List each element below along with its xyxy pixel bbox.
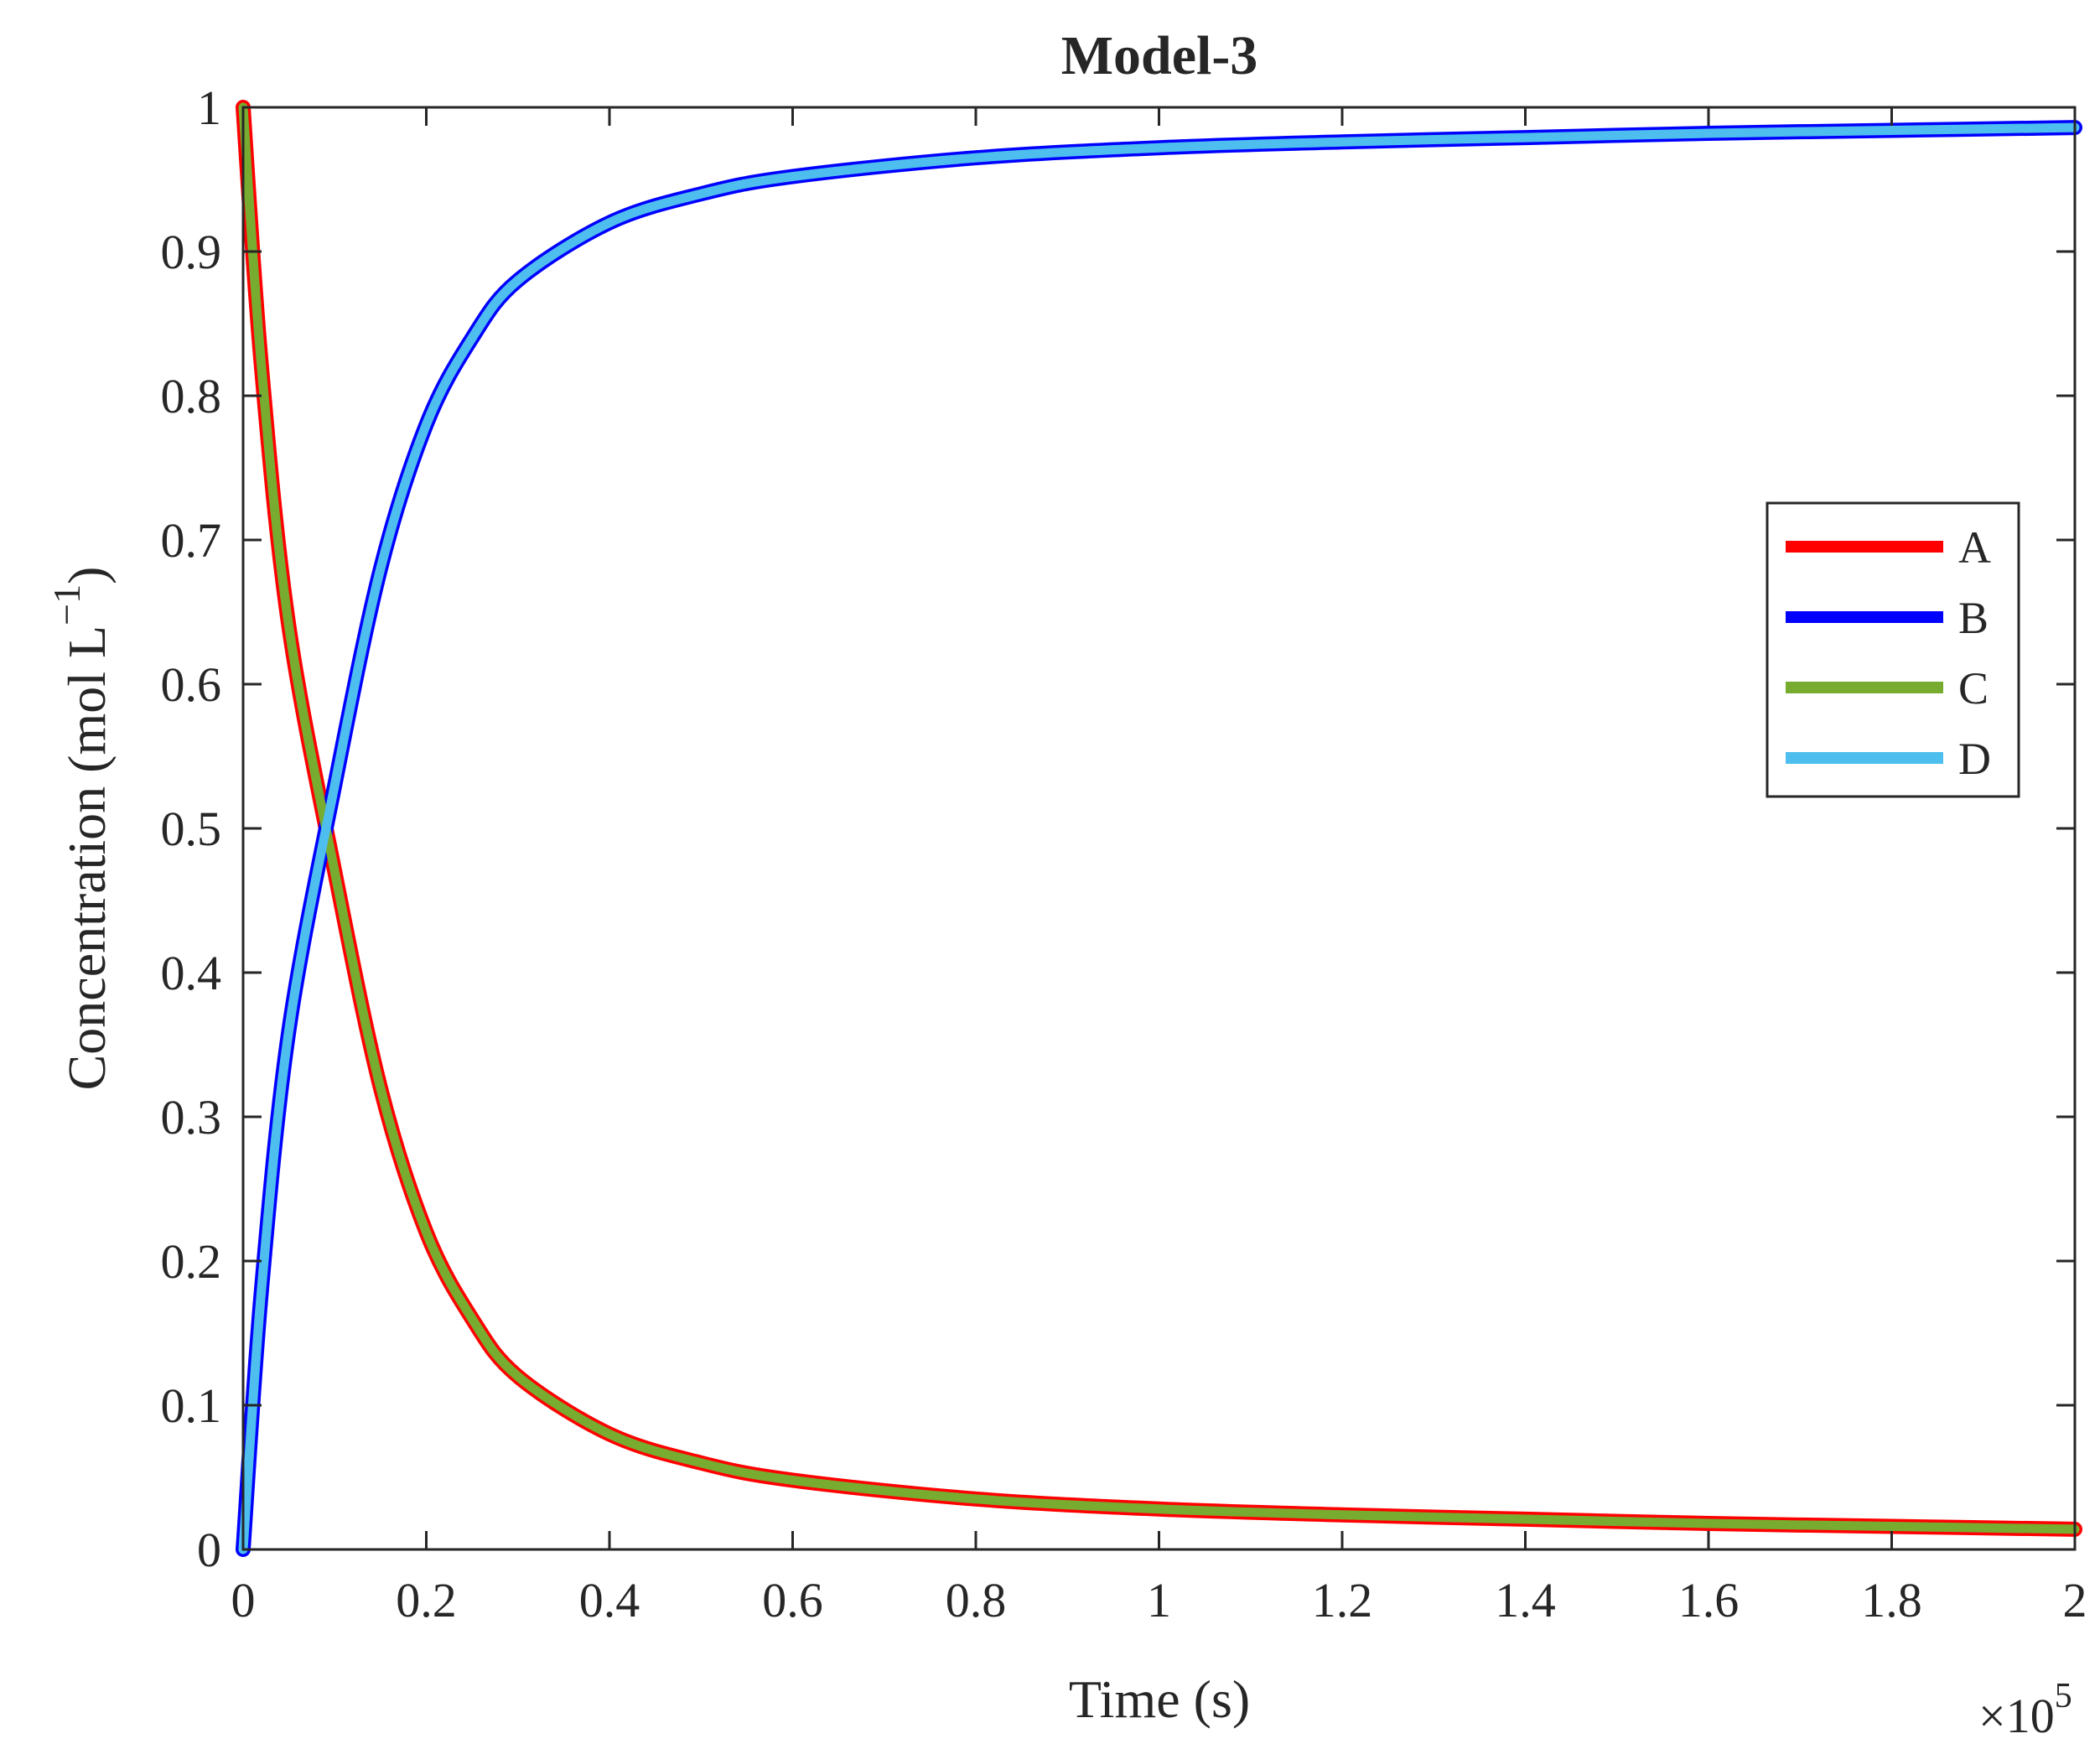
- legend-label-c: C: [1958, 663, 1989, 714]
- chart-title: Model-3: [1061, 25, 1258, 86]
- series-layer: [236, 100, 2082, 1557]
- y-tick-label: 0.2: [161, 1234, 222, 1289]
- y-axis-label-superscript: −1: [45, 584, 88, 625]
- y-tick-label: 1: [197, 80, 221, 135]
- x-tick-label: 0.6: [762, 1573, 823, 1627]
- y-tick-label: 0.5: [161, 802, 222, 856]
- y-axis-label: Concentration (mol L−1): [45, 567, 117, 1091]
- x-tick-label: 1.6: [1678, 1573, 1740, 1627]
- plot-area: 0 0.2 0.4 0.6 0.8 1 1.2 1.4 1.6 1.8 2 0 0.1 0.2 0.3 0.…: [161, 80, 2087, 1627]
- legend-label-a: A: [1958, 522, 1991, 573]
- x-ticks: 0 0.2 0.4 0.6 0.8 1 1.2 1.4 1.6 1.8 2: [231, 107, 2087, 1627]
- y-axis-label-close: ): [57, 567, 117, 584]
- y-ticks: 0 0.1 0.2 0.3 0.4 0.5 0.6 0.7 0.8 0.9 1: [161, 80, 2075, 1577]
- y-axis-label-main: Concentration (mol L: [57, 625, 117, 1091]
- x-tick-label: 0: [231, 1573, 256, 1627]
- x-tick-label: 0.4: [579, 1573, 640, 1627]
- y-tick-label: 0.3: [161, 1090, 222, 1144]
- y-tick-label: 0.1: [161, 1378, 222, 1433]
- x-axis-multiplier-base: ×10: [1978, 1689, 2055, 1743]
- x-tick-label: 0.8: [946, 1573, 1007, 1627]
- y-tick-label: 0: [197, 1523, 221, 1577]
- x-tick-label: 1.8: [1861, 1573, 1922, 1627]
- x-axis-multiplier: ×105: [1978, 1677, 2072, 1743]
- series-line-c: [238, 102, 2080, 1534]
- x-tick-label: 1.2: [1312, 1573, 1373, 1627]
- y-tick-label: 0.9: [161, 225, 222, 279]
- legend-label-b: B: [1958, 593, 1989, 643]
- x-tick-label: 1: [1147, 1573, 1171, 1627]
- y-tick-label: 0.8: [161, 369, 222, 423]
- x-tick-label: 2: [2063, 1573, 2087, 1627]
- y-tick-label: 0.4: [161, 946, 222, 1000]
- x-tick-label: 0.2: [396, 1573, 457, 1627]
- y-tick-label: 0.6: [161, 657, 222, 712]
- x-axis-multiplier-exponent: 5: [2055, 1677, 2072, 1715]
- plot-background: [243, 107, 2075, 1549]
- series-line-d: [238, 122, 2080, 1554]
- legend-label-d: D: [1958, 734, 1991, 784]
- y-tick-label: 0.7: [161, 513, 222, 568]
- x-axis-label: Time (s): [1069, 1669, 1250, 1729]
- x-tick-label: 1.4: [1495, 1573, 1556, 1627]
